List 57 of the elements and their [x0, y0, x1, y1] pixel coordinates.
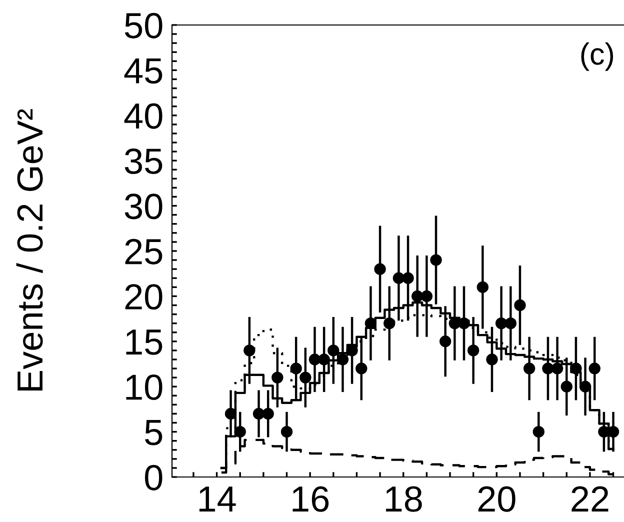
- y-tick-label: 20: [125, 284, 162, 310]
- point: [542, 362, 554, 374]
- point: [252, 408, 265, 420]
- point: [318, 354, 330, 366]
- point: [504, 317, 516, 330]
- x-tick-label: 20: [478, 486, 516, 512]
- point: [579, 380, 592, 392]
- point: [420, 290, 433, 302]
- y-tick-label: 35: [124, 148, 162, 174]
- point: [364, 317, 377, 330]
- point: [560, 380, 572, 392]
- y-tick-label: 30: [124, 194, 162, 220]
- point: [328, 344, 340, 356]
- point: [280, 426, 293, 438]
- x-tick-label: 22: [572, 486, 608, 512]
- point: [346, 344, 358, 356]
- point: [262, 408, 274, 420]
- point: [272, 372, 284, 384]
- point: [440, 336, 452, 348]
- point: [588, 362, 600, 374]
- point: [532, 426, 544, 438]
- x-tick-label: 18: [386, 486, 422, 512]
- point: [551, 362, 564, 374]
- point: [412, 290, 424, 302]
- point: [514, 299, 526, 312]
- point: [458, 317, 470, 330]
- x-tick-label: 14: [199, 486, 236, 512]
- point: [570, 362, 582, 374]
- point: [356, 362, 368, 374]
- point: [308, 354, 321, 366]
- y-axis-title: Events / 0.2 GeV²: [16, 109, 43, 391]
- y-tick-label: 15: [126, 330, 162, 355]
- y-tick-label: 10: [126, 374, 162, 400]
- y-tick-label: 0: [144, 464, 162, 490]
- y-tick-label: 5: [145, 420, 162, 446]
- point: [392, 272, 405, 284]
- y-tick-label: 45: [124, 58, 162, 84]
- point: [430, 254, 442, 266]
- x-tick-label: 16: [292, 486, 329, 512]
- point: [476, 281, 489, 294]
- point: [374, 263, 386, 275]
- y-tick-label: 25: [125, 238, 162, 264]
- point: [300, 372, 312, 384]
- point: [234, 426, 246, 438]
- point: [384, 317, 396, 330]
- point: [244, 344, 256, 356]
- point: [467, 344, 480, 356]
- point: [336, 354, 349, 366]
- point: [402, 272, 414, 284]
- point: [486, 354, 498, 366]
- point: [290, 362, 302, 374]
- point: [523, 362, 536, 374]
- y-tick-label: 40: [124, 103, 162, 129]
- point: [495, 317, 508, 330]
- annotation: (c): [581, 42, 614, 71]
- point: [224, 408, 237, 420]
- y-tick-label: 50: [124, 12, 162, 38]
